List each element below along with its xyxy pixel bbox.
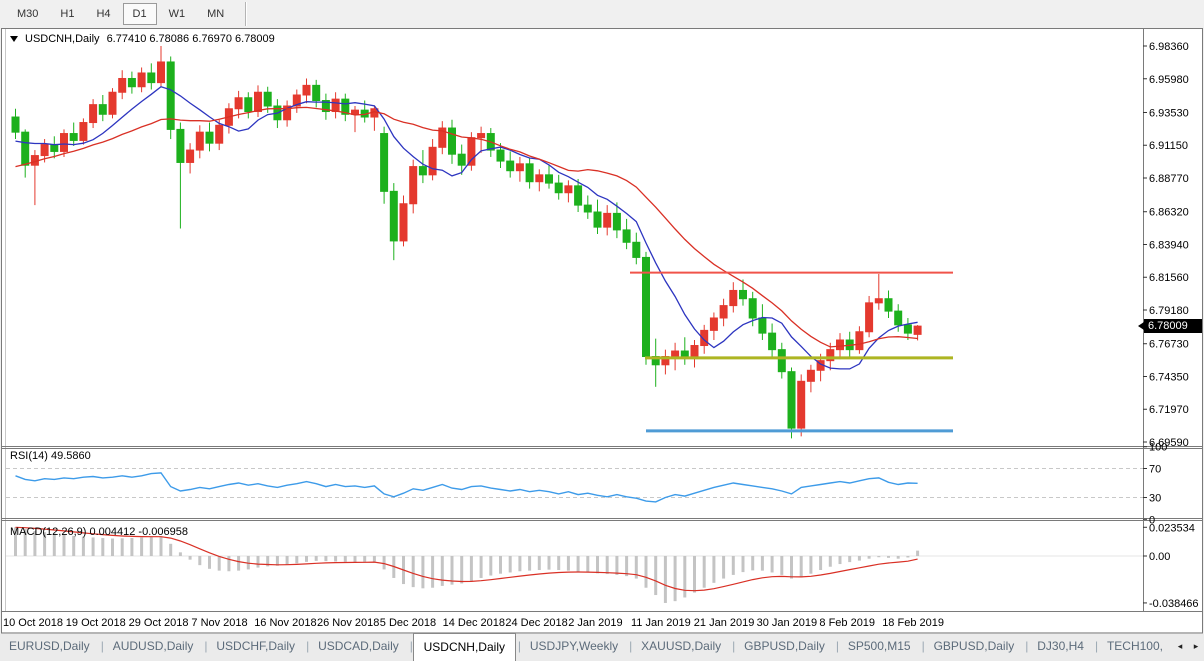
macd-histogram (14, 527, 920, 603)
rsi-axis-label: 0 (1149, 514, 1155, 526)
date-axis-label: 19 Oct 2018 (66, 617, 126, 629)
toolbar-separator (245, 2, 248, 26)
ma-slow-line (15, 106, 918, 348)
macd-axis-label: -0.038466 (1149, 598, 1199, 610)
tab-separator: | (732, 639, 736, 653)
date-axis-label: 18 Feb 2019 (882, 617, 944, 629)
date-axis-label: 30 Jan 2019 (757, 617, 818, 629)
macd-signal-line (15, 526, 918, 592)
price-axis-label: 6.98360 (1149, 41, 1189, 53)
tab-separator: | (409, 639, 413, 653)
timeframe-button-m30[interactable]: M30 (17, 8, 39, 20)
timeframe-button-h1[interactable]: H1 (60, 8, 75, 20)
symbol-tabbar: EURUSD,Daily | AUDUSD,Daily | USDCHF,Daily | U… (0, 633, 1204, 661)
tab-sp500-m15[interactable]: SP500,M15 (847, 639, 911, 653)
price-axis-label: 6.69590 (1149, 437, 1189, 449)
tab-usdjpy-weekly[interactable]: USDJPY,Weekly (529, 639, 619, 653)
tab-separator: | (517, 639, 522, 653)
chevron-down-icon[interactable] (10, 36, 18, 42)
price-axis-label: 6.81560 (1149, 272, 1189, 284)
chart-background (2, 29, 1202, 632)
timeframe-toolbar: M30 H1 H4 D1 W1 MN (0, 0, 1204, 28)
price-axis-label: 6.71970 (1149, 404, 1189, 416)
window-frame (1, 28, 1203, 634)
timeframe-button-h4[interactable]: H4 (96, 8, 111, 20)
price-axis-label: 6.95980 (1149, 74, 1189, 86)
tab-separator: | (100, 639, 104, 653)
rsi-label: RSI(14) 49.5860 (10, 450, 91, 462)
tab-usdcad-daily[interactable]: USDCAD,Daily (318, 639, 399, 653)
date-axis-label: 16 Nov 2018 (254, 617, 316, 629)
tab-xauusd-daily[interactable]: XAUUSD,Daily (641, 639, 722, 653)
ma-fast-line (15, 85, 918, 370)
chart-symbol-label: USDCNH,Daily (25, 33, 100, 45)
tab-gbpusd-daily[interactable]: GBPUSD,Daily (933, 639, 1015, 653)
date-axis-label: 24 Dec 2018 (505, 617, 567, 629)
price-axis-label: 6.91150 (1149, 140, 1188, 152)
rsi-line (15, 472, 918, 503)
current-price-badge: 6.78009 (1144, 319, 1202, 333)
date-axis-label: 29 Oct 2018 (129, 617, 189, 629)
tab-separator: | (1025, 639, 1029, 653)
macd-axis-label: 0.023534 (1149, 522, 1195, 534)
tab-eurusd-daily[interactable]: EURUSD,Daily (9, 639, 90, 653)
timeframe-button-w1[interactable]: W1 (168, 8, 186, 20)
tab-scroll-right[interactable]: ▸ (1193, 641, 1199, 651)
price-axis-label: 6.88770 (1149, 173, 1189, 185)
candle-series (11, 46, 922, 439)
rsi-axis-label: 70 (1149, 464, 1161, 476)
tab-separator: | (921, 639, 925, 653)
tab-separator: | (629, 639, 633, 653)
date-axis-label: 10 Oct 2018 (3, 617, 63, 629)
chart-ohlc-values: 6.77410 6.78086 6.76970 6.78009 (106, 33, 275, 45)
tab-scroll-left[interactable]: ◂ (1177, 641, 1183, 651)
tab-usdcnh-daily[interactable]: USDCNH,Daily (412, 633, 516, 661)
timeframe-button-mn[interactable]: MN (207, 8, 225, 20)
rsi-axis-label: 30 (1149, 493, 1161, 505)
date-axis-label: 14 Dec 2018 (443, 617, 505, 629)
tab-usdchf-daily[interactable]: USDCHF,Daily (216, 639, 296, 653)
date-axis-label: 11 Jan 2019 (631, 617, 691, 629)
tab-audusd-daily[interactable]: AUDUSD,Daily (112, 639, 194, 653)
date-axis-label: 26 Nov 2018 (317, 617, 379, 629)
price-axis-label: 6.93530 (1149, 107, 1189, 119)
rsi-axis-label: 100 (1149, 442, 1167, 454)
macd-label: MACD(12,26,9) 0.004412 -0.006958 (10, 526, 188, 538)
chart-title: USDCNH,Daily 6.77410 6.78086 6.76970 6.7… (10, 33, 275, 45)
price-axis-label: 6.86320 (1149, 207, 1189, 219)
tab-separator: | (835, 639, 839, 653)
tab-separator: | (1094, 639, 1099, 653)
date-axis-label: 5 Dec 2018 (380, 617, 436, 629)
tab-separator: | (306, 639, 310, 653)
timeframe-button-d1[interactable]: D1 (122, 3, 157, 25)
date-axis-label: 8 Feb 2019 (819, 617, 875, 629)
date-axis-label: 21 Jan 2019 (694, 617, 755, 629)
price-axis-label: 6.83940 (1149, 239, 1189, 251)
macd-axis-label: 0.00 (1149, 551, 1170, 563)
date-axis-label: 7 Nov 2018 (191, 617, 247, 629)
tab-dj30-h4[interactable]: DJ30,H4 (1037, 639, 1084, 653)
tab-gbpusd-daily[interactable]: GBPUSD,Daily (744, 639, 825, 653)
price-axis-label: 6.74350 (1149, 371, 1189, 383)
tab-tech100[interactable]: TECH100, (1106, 639, 1163, 653)
tab-separator: | (204, 639, 208, 653)
price-badge-notch (1138, 322, 1144, 330)
date-axis-label: 2 Jan 2019 (568, 617, 622, 629)
price-axis-label: 6.76730 (1149, 339, 1189, 351)
price-axis-label: 6.79180 (1149, 305, 1189, 317)
